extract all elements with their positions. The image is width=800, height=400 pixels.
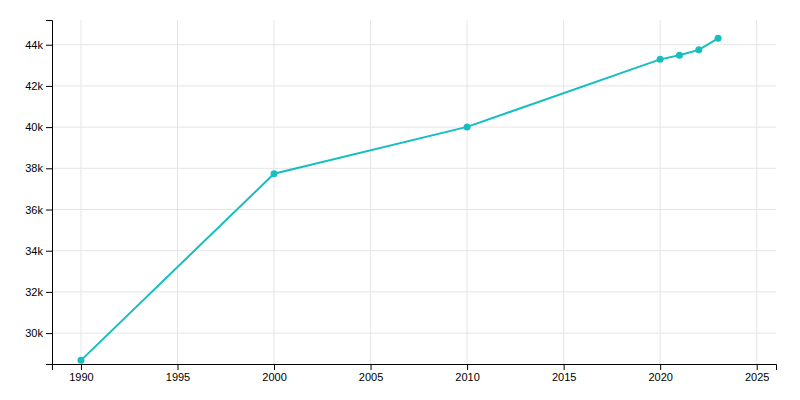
grid-line-y	[52, 85, 776, 86]
x-tick-mark	[371, 364, 372, 370]
grid-line-y	[52, 209, 776, 210]
y-tick: 30k	[25, 327, 52, 339]
y-tick-mark	[46, 86, 52, 87]
y-tick: 44k	[25, 39, 52, 51]
y-tick: 34k	[25, 245, 52, 257]
grid-line-y	[52, 44, 776, 45]
y-tick-label: 42k	[25, 80, 43, 92]
x-tick-mark	[467, 364, 468, 370]
x-tick-mark	[177, 364, 178, 370]
point	[77, 357, 84, 364]
x-tick: 2015	[552, 364, 576, 383]
x-tick-label: 2005	[359, 371, 383, 383]
x-tick: 2010	[455, 364, 479, 383]
grid-line-x	[177, 20, 178, 364]
y-tick-mark	[46, 127, 52, 128]
x-tick: 2025	[745, 364, 769, 383]
point	[715, 35, 722, 42]
point	[271, 170, 278, 177]
y-tick: 40k	[25, 121, 52, 133]
y-tick-label: 30k	[25, 327, 43, 339]
x-tick-mark	[81, 364, 82, 370]
x-tick-label: 1990	[69, 371, 93, 383]
x-tick-label: 1995	[166, 371, 190, 383]
y-tick-label: 34k	[25, 245, 43, 257]
x-tick: 1995	[166, 364, 190, 383]
x-tick-label: 2015	[552, 371, 576, 383]
x-axis: 1990 1995 2000 2005 2010 2015 2020 2025	[53, 364, 777, 383]
y-tick-mark	[46, 292, 52, 293]
grid-line-y	[52, 291, 776, 292]
grid-line-x	[467, 20, 468, 364]
grid-line-x	[563, 20, 564, 364]
y-tick: 38k	[25, 162, 52, 174]
grid-line-y	[52, 127, 776, 128]
chart-container: 1990 1995 2000 2005 2010 2015 2020 2025 30k 32k 34…	[0, 0, 800, 400]
y-tick: 32k	[25, 286, 52, 298]
y-tick-label: 38k	[25, 162, 43, 174]
x-tick: 2005	[359, 364, 383, 383]
x-tick-label: 2010	[455, 371, 479, 383]
x-tick: 1990	[69, 364, 93, 383]
x-tick: 2000	[262, 364, 286, 383]
y-tick: 42k	[25, 80, 52, 92]
y-tick-mark	[46, 333, 52, 334]
x-tick-label: 2000	[262, 371, 286, 383]
y-axis: 30k 32k 34k 36k 38k 40k 42k 44k	[25, 21, 52, 365]
y-tick-label: 32k	[25, 286, 43, 298]
y-axis-line	[46, 21, 53, 365]
y-tick-mark	[46, 45, 52, 46]
x-tick-mark	[757, 364, 758, 370]
x-axis-line	[53, 365, 777, 371]
y-tick-label: 36k	[25, 204, 43, 216]
chart-svg: 1990 1995 2000 2005 2010 2015 2020 2025 30k 32k 34…	[0, 0, 800, 400]
y-tick-label: 40k	[25, 121, 43, 133]
series	[77, 35, 721, 364]
grid-line-y	[52, 333, 776, 334]
grid-line-x	[370, 20, 371, 364]
grid-line-y	[52, 250, 776, 251]
y-tick-mark	[46, 210, 52, 211]
x-tick-mark	[564, 364, 565, 370]
point	[676, 52, 683, 59]
point	[657, 56, 664, 63]
grid-line-x	[660, 20, 661, 364]
grid	[52, 20, 776, 364]
x-tick: 2020	[648, 364, 672, 383]
grid-line-x	[274, 20, 275, 364]
grid-line-x	[80, 20, 81, 364]
plot-area: 1990 1995 2000 2005 2010 2015 2020 2025 30k 32k 34…	[25, 20, 776, 383]
x-tick-label: 2020	[648, 371, 672, 383]
x-tick-mark	[660, 364, 661, 370]
y-tick-mark	[46, 251, 52, 252]
x-tick-label: 2025	[745, 371, 769, 383]
grid-line-x	[756, 20, 757, 364]
y-tick: 36k	[25, 204, 52, 216]
line	[81, 38, 718, 360]
x-tick-mark	[274, 364, 275, 370]
y-tick-mark	[46, 168, 52, 169]
grid-line-y	[52, 168, 776, 169]
y-tick-label: 44k	[25, 39, 43, 51]
point	[464, 123, 471, 130]
point	[695, 46, 702, 53]
